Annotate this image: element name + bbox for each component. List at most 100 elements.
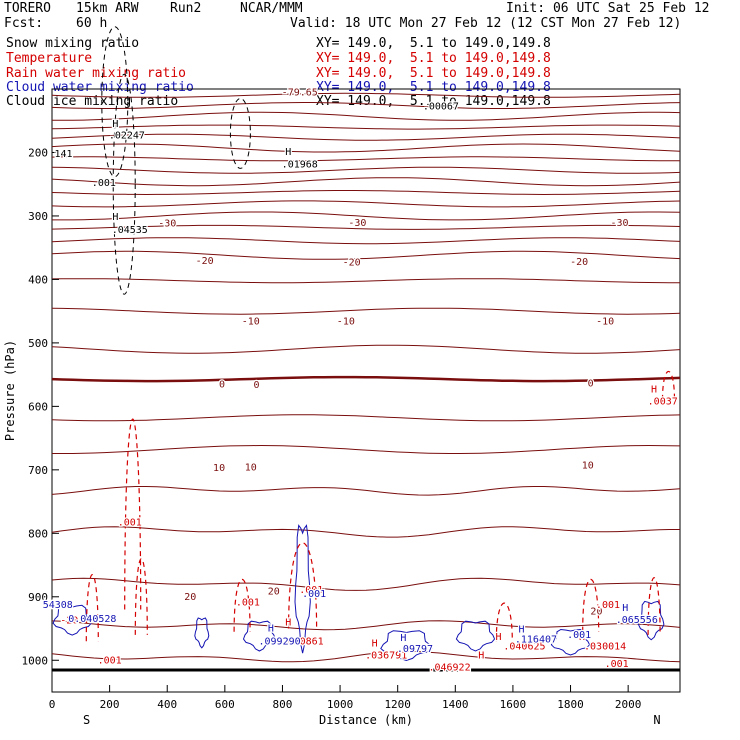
rain-label: -20: [60, 615, 78, 626]
isotherm: [52, 444, 681, 454]
fcst-value: 60 h: [76, 16, 108, 31]
snow-label: H: [112, 212, 118, 223]
rain-contour: [288, 542, 318, 629]
isotherm: [51, 250, 681, 260]
valid-time: Valid: 18 UTC Mon 27 Feb 12 (12 CST Mon …: [290, 16, 682, 31]
temperature-label: 10: [213, 463, 225, 474]
cloud-water-label: 0.040528: [68, 614, 116, 625]
isotherm: [51, 414, 681, 422]
y-tick-label: 700: [28, 464, 48, 477]
isotherm: [51, 166, 681, 174]
rain-contour: [134, 558, 148, 635]
x-tick-label: 2000: [615, 698, 642, 711]
rain-label: .0037: [648, 396, 678, 407]
isotherm: [51, 577, 681, 591]
snow-label: H: [285, 147, 291, 158]
snow-label: .04535: [112, 225, 148, 236]
org-label: NCAR/MMM: [240, 1, 303, 16]
y-tick-label: 500: [28, 337, 48, 350]
y-tick-label: 300: [28, 210, 48, 223]
zero-isotherm: [51, 375, 681, 383]
snow-label: 141: [54, 149, 72, 160]
cloud-water-contour: [194, 617, 210, 649]
temperature-label: 0: [254, 380, 260, 391]
x-tick-label: 1200: [384, 698, 411, 711]
rain-label: .001: [118, 518, 142, 529]
snow-label: .01968: [282, 160, 318, 171]
cloud-water-label: H: [268, 624, 274, 635]
legend-cloud-water-xy: XY= 149.0, 5.1 to 149.0,149.8: [316, 80, 551, 95]
isotherm: [51, 124, 681, 130]
isotherm: [51, 102, 681, 109]
isotherm: [51, 177, 681, 187]
rain-label: H: [495, 632, 501, 643]
rain-contour: [495, 602, 513, 642]
rain-contour: [661, 370, 676, 401]
rain-label: .090861: [282, 636, 324, 647]
isotherm: [51, 237, 681, 245]
rain-label: .001: [236, 598, 260, 609]
cloud-water-contour: [550, 628, 591, 656]
legend-snow-xy: XY= 149.0, 5.1 to 149.0,149.8: [316, 36, 551, 51]
isotherm: [51, 143, 681, 153]
rain-label: .036791: [365, 650, 407, 661]
x-tick-label: 1000: [327, 698, 354, 711]
legend-cloud-ice: Cloud ice mixing ratio: [6, 94, 179, 109]
model-name: TORERO: [4, 1, 51, 16]
rain-contour: [233, 579, 251, 632]
snow-label: .001: [92, 178, 116, 189]
legend-temperature-xy: XY= 149.0, 5.1 to 149.0,149.8: [316, 51, 551, 66]
rain-label: .040625: [503, 641, 545, 652]
temperature-label: -30: [348, 218, 366, 229]
isotherm: [51, 92, 681, 98]
rain-label: H: [285, 617, 291, 628]
isotherm: [52, 211, 681, 221]
temperature-label: -20: [196, 256, 214, 267]
rain-label: .030014: [584, 641, 626, 652]
rain-label: .001: [596, 600, 620, 611]
x-tick-label: 0: [49, 698, 56, 711]
isotherm: [51, 190, 681, 196]
isotherm: [51, 224, 681, 230]
cloud-water-label: H: [400, 633, 406, 644]
snow-contour: [112, 73, 136, 295]
rain-contour: [85, 573, 99, 642]
cloud-water-label: .001: [302, 589, 326, 600]
rain-label: .046922: [428, 662, 470, 673]
rain-label: .001: [98, 655, 122, 666]
rain-contour: [582, 579, 600, 632]
temperature-label: -79.65: [282, 87, 318, 98]
cloud-water-label: .065556: [616, 615, 658, 626]
cloud-water-label: 54308: [43, 600, 73, 611]
x-tick-label: 600: [215, 698, 235, 711]
temperature-label: -10: [337, 316, 355, 327]
y-axis-title: Pressure (hPa): [3, 340, 17, 441]
temperature-label: -20: [570, 257, 588, 268]
temperature-label: 20: [590, 607, 602, 618]
x-tick-label: 1600: [500, 698, 527, 711]
isotherm: [51, 200, 681, 208]
isotherm: [51, 133, 681, 141]
cloud-water-label: .09797: [397, 644, 433, 655]
cloud-water-contour: [637, 600, 665, 641]
rain-label: .001: [299, 585, 323, 596]
isotherm: [51, 620, 681, 631]
temperature-label: 20: [184, 592, 196, 603]
y-tick-label: 400: [28, 273, 48, 286]
plot-frame: [51, 88, 681, 693]
cloud-water-contour: [294, 524, 311, 654]
rain-contour: [647, 577, 661, 635]
temperature-label: -10: [242, 316, 260, 327]
y-tick-label: 1000: [22, 654, 49, 667]
x-tick-label: 1400: [442, 698, 469, 711]
isotherm: [51, 307, 681, 315]
legend-cloud-water: Cloud water mixing ratio: [6, 80, 194, 95]
north-label: N: [653, 713, 660, 727]
rain-label: H: [579, 632, 585, 643]
isotherm: [51, 278, 680, 284]
temperature-label: 0: [588, 379, 594, 390]
isotherm: [51, 486, 681, 496]
x-axis-title: Distance (km): [319, 713, 413, 727]
temperature-label: 10: [245, 462, 257, 473]
